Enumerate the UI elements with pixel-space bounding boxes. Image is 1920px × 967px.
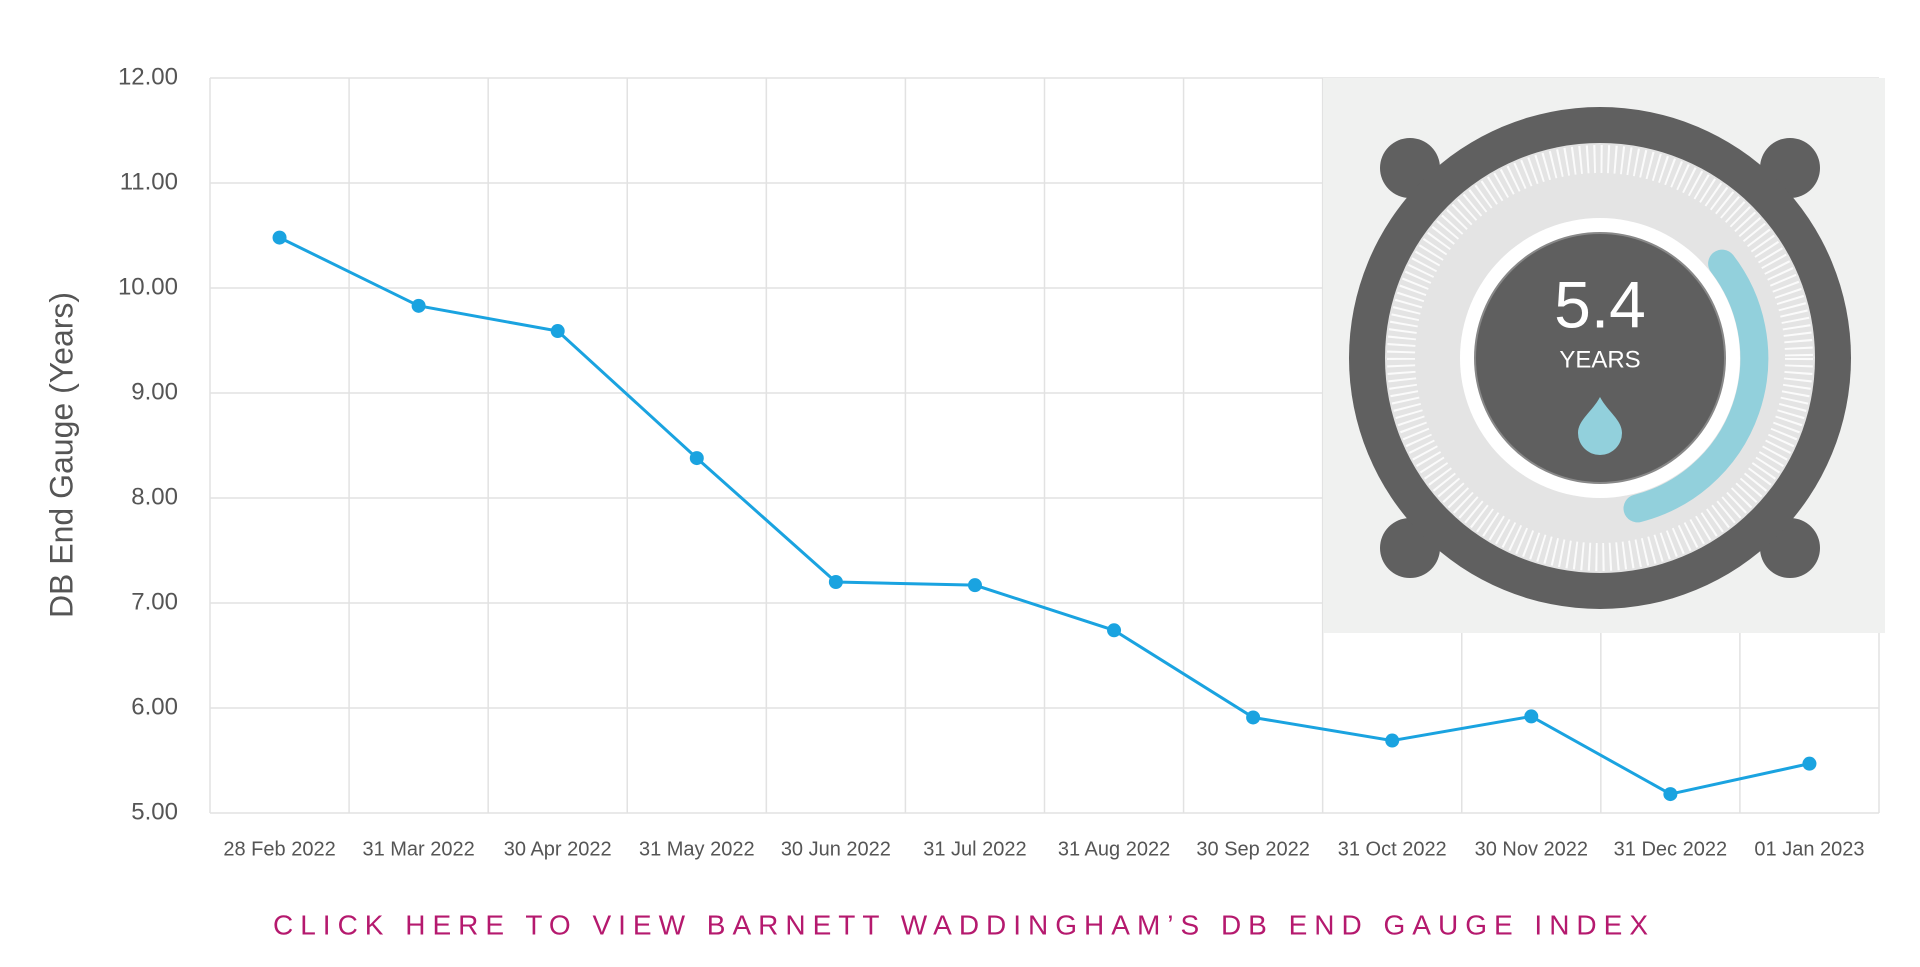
x-tick-label: 30 Nov 2022 bbox=[1475, 838, 1588, 860]
x-tick-label: 31 Jul 2022 bbox=[923, 838, 1026, 860]
x-tick-label: 31 Mar 2022 bbox=[362, 838, 474, 860]
drop-icon bbox=[1578, 397, 1622, 455]
x-tick-label: 30 Sep 2022 bbox=[1196, 838, 1309, 860]
x-tick-label: 30 Apr 2022 bbox=[504, 838, 612, 860]
gauge-image: 5.4 YEARS bbox=[1323, 78, 1885, 633]
x-tick-label: 31 Dec 2022 bbox=[1614, 838, 1727, 860]
y-axis-label: DB End Gauge (Years) bbox=[43, 292, 79, 618]
x-tick-label: 28 Feb 2022 bbox=[223, 838, 335, 860]
data-point bbox=[828, 575, 843, 589]
data-line bbox=[278, 236, 1810, 796]
y-tick-label: 5.00 bbox=[131, 798, 178, 825]
gauge-value: 5.4 bbox=[1554, 267, 1646, 341]
x-tick-label: 31 Aug 2022 bbox=[1058, 838, 1170, 860]
data-point bbox=[1246, 710, 1261, 725]
x-tick-label: 31 Oct 2022 bbox=[1338, 838, 1447, 860]
data-point bbox=[1385, 733, 1400, 748]
y-tick-label: 6.00 bbox=[131, 693, 178, 720]
link-text[interactable]: CLICK HERE TO VIEW BARNETT WADDINGHAM’S … bbox=[273, 909, 1655, 940]
data-point bbox=[1663, 787, 1678, 802]
gauge-unit: YEARS bbox=[1559, 346, 1640, 373]
y-tick-label: 10.00 bbox=[118, 273, 178, 300]
data-point bbox=[1524, 709, 1539, 724]
gauge-arc bbox=[1623, 249, 1769, 523]
y-tick-label: 8.00 bbox=[131, 483, 178, 510]
gauge-link[interactable]: CLICK HERE TO VIEW BARNETT WADDINGHAM’S … bbox=[273, 909, 1655, 940]
y-tick-label: 11.00 bbox=[120, 168, 178, 195]
y-tick-label: 9.00 bbox=[131, 378, 178, 405]
data-point bbox=[1802, 756, 1817, 771]
data-point bbox=[550, 324, 565, 339]
data-point bbox=[272, 230, 287, 245]
y-tick-label: 12.00 bbox=[118, 63, 178, 90]
x-tick-label: 30 Jun 2022 bbox=[781, 838, 891, 860]
y-tick-label: 7.00 bbox=[131, 588, 178, 615]
data-point bbox=[1107, 623, 1122, 638]
data-point bbox=[967, 578, 982, 593]
data-point bbox=[689, 451, 704, 466]
x-tick-label: 01 Jan 2023 bbox=[1754, 838, 1864, 860]
data-point bbox=[411, 298, 426, 313]
x-tick-label: 31 May 2022 bbox=[639, 838, 755, 860]
